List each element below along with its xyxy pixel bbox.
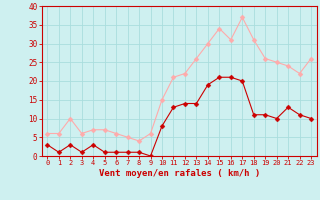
X-axis label: Vent moyen/en rafales ( km/h ): Vent moyen/en rafales ( km/h ) [99, 169, 260, 178]
